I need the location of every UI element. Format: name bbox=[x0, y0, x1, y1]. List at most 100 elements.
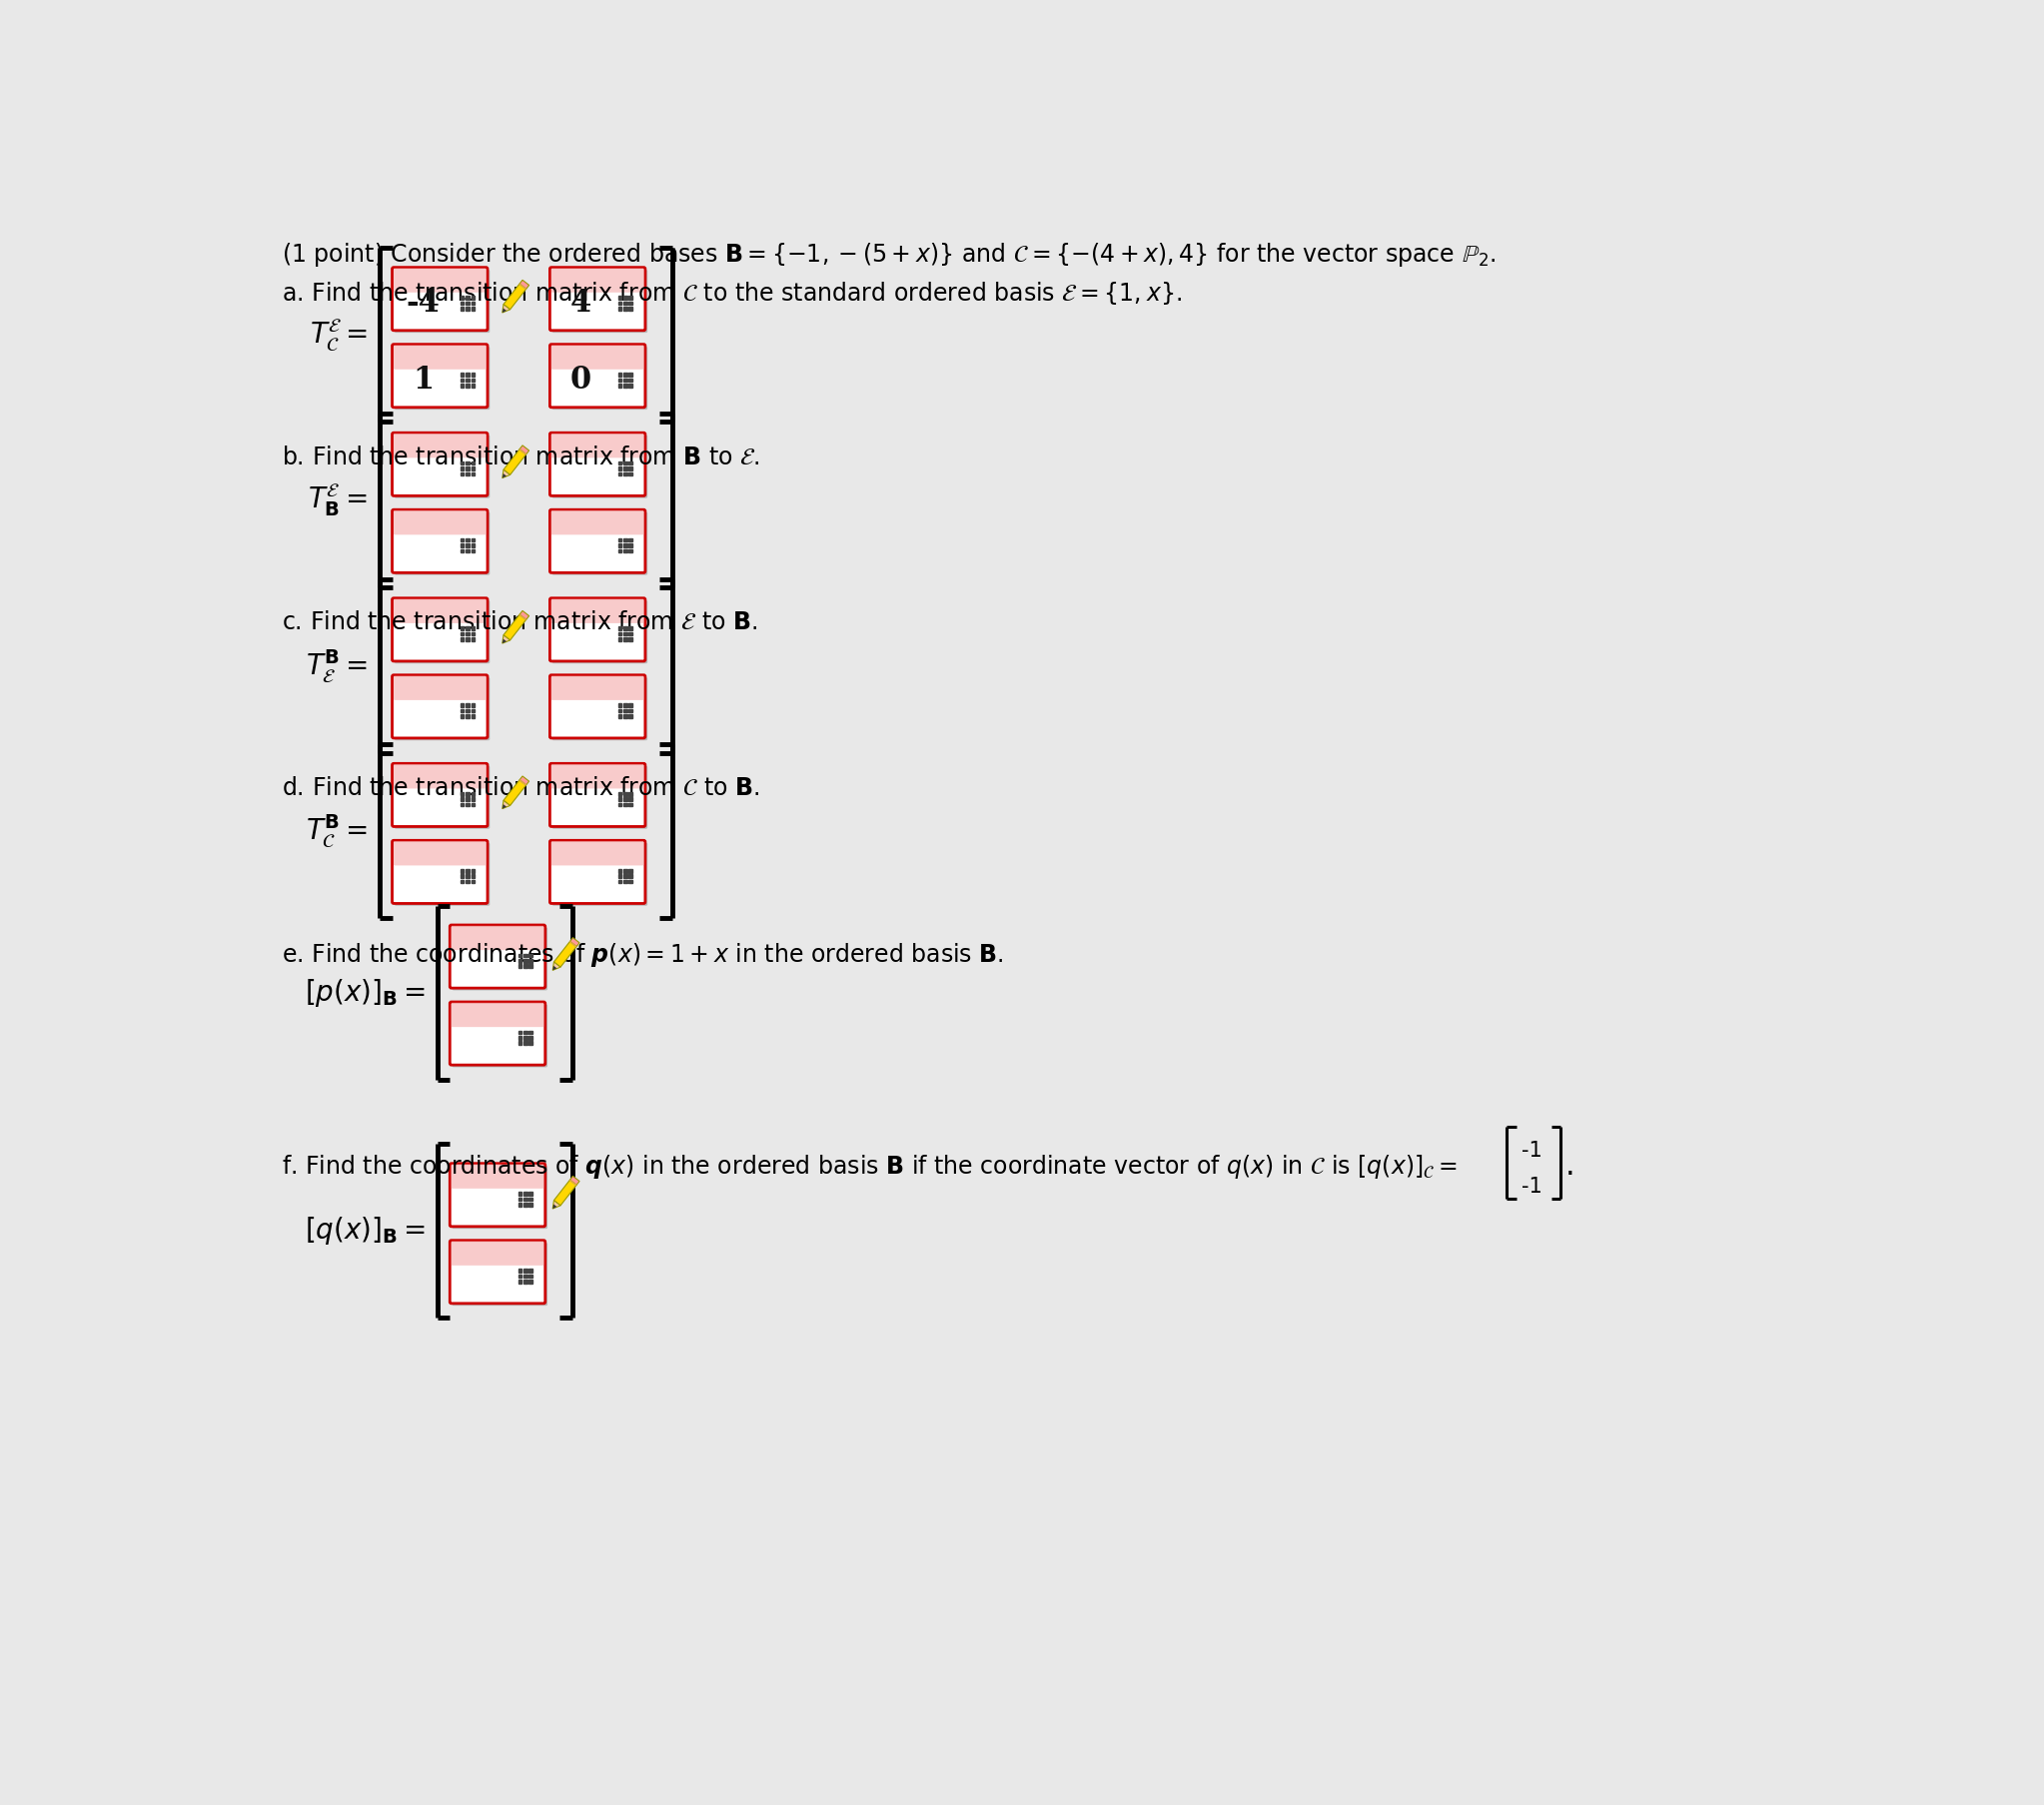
Bar bbox=[623, 879, 628, 883]
Polygon shape bbox=[570, 1179, 576, 1186]
Bar bbox=[460, 803, 464, 807]
Bar bbox=[630, 803, 632, 807]
FancyBboxPatch shape bbox=[394, 599, 486, 623]
Bar bbox=[630, 704, 632, 708]
Bar bbox=[460, 874, 464, 877]
Polygon shape bbox=[570, 1177, 580, 1184]
Bar bbox=[623, 549, 628, 552]
Bar bbox=[466, 879, 470, 883]
Text: a. Find the transition matrix from $\mathcal{C}$ to the standard ordered basis $: a. Find the transition matrix from $\mat… bbox=[282, 280, 1181, 307]
FancyBboxPatch shape bbox=[392, 345, 489, 408]
Bar bbox=[466, 715, 470, 718]
Polygon shape bbox=[552, 1200, 560, 1209]
Text: f. Find the coordinates of $\boldsymbol{q}(x)$ in the ordered basis $\mathbf{B}$: f. Find the coordinates of $\boldsymbol{… bbox=[282, 1153, 1457, 1180]
Text: 4: 4 bbox=[570, 287, 591, 318]
Bar bbox=[617, 307, 621, 310]
Bar bbox=[470, 307, 474, 310]
Text: -4: -4 bbox=[407, 287, 439, 318]
Bar bbox=[529, 1197, 531, 1200]
Polygon shape bbox=[519, 446, 529, 455]
Bar bbox=[470, 637, 474, 641]
Bar bbox=[460, 879, 464, 883]
Bar bbox=[470, 379, 474, 383]
Text: 1: 1 bbox=[413, 365, 433, 395]
Bar bbox=[623, 632, 628, 635]
Bar bbox=[630, 543, 632, 547]
FancyBboxPatch shape bbox=[394, 675, 486, 700]
FancyBboxPatch shape bbox=[394, 347, 491, 410]
Text: b. Find the transition matrix from $\mathbf{B}$ to $\mathcal{E}$.: b. Find the transition matrix from $\mat… bbox=[282, 446, 760, 469]
Bar bbox=[517, 953, 521, 957]
Bar bbox=[466, 462, 470, 466]
Bar bbox=[630, 874, 632, 877]
Polygon shape bbox=[552, 1204, 556, 1209]
FancyBboxPatch shape bbox=[392, 764, 489, 827]
Bar bbox=[630, 467, 632, 471]
Bar bbox=[466, 704, 470, 708]
Bar bbox=[470, 384, 474, 388]
Bar bbox=[460, 307, 464, 310]
FancyBboxPatch shape bbox=[552, 843, 648, 906]
Polygon shape bbox=[503, 469, 511, 478]
Bar bbox=[623, 709, 628, 713]
Bar bbox=[623, 868, 628, 872]
Bar bbox=[529, 1031, 531, 1034]
Polygon shape bbox=[503, 283, 525, 309]
Bar bbox=[466, 538, 470, 542]
FancyBboxPatch shape bbox=[394, 433, 486, 458]
FancyBboxPatch shape bbox=[552, 269, 644, 292]
FancyBboxPatch shape bbox=[552, 435, 648, 498]
FancyBboxPatch shape bbox=[394, 841, 486, 865]
Bar bbox=[623, 379, 628, 383]
FancyBboxPatch shape bbox=[394, 677, 491, 740]
FancyBboxPatch shape bbox=[394, 269, 486, 292]
Bar bbox=[466, 637, 470, 641]
Bar bbox=[630, 632, 632, 635]
FancyBboxPatch shape bbox=[394, 601, 491, 664]
Text: $T_\mathbf{B}^\mathcal{E} =$: $T_\mathbf{B}^\mathcal{E} =$ bbox=[309, 482, 368, 518]
Bar bbox=[460, 798, 464, 801]
Bar bbox=[529, 1191, 531, 1195]
Bar bbox=[630, 374, 632, 377]
Bar bbox=[466, 384, 470, 388]
FancyBboxPatch shape bbox=[550, 267, 646, 330]
Bar bbox=[630, 798, 632, 801]
Bar bbox=[466, 626, 470, 630]
Bar bbox=[623, 374, 628, 377]
Bar bbox=[617, 632, 621, 635]
Bar bbox=[617, 379, 621, 383]
FancyBboxPatch shape bbox=[552, 677, 648, 740]
Bar bbox=[470, 879, 474, 883]
Polygon shape bbox=[552, 966, 556, 971]
Bar bbox=[517, 1191, 521, 1195]
Bar bbox=[460, 868, 464, 872]
Bar bbox=[529, 1202, 531, 1206]
FancyBboxPatch shape bbox=[452, 1004, 548, 1067]
Bar bbox=[517, 1269, 521, 1273]
FancyBboxPatch shape bbox=[392, 509, 489, 572]
Bar bbox=[517, 1202, 521, 1206]
Bar bbox=[623, 704, 628, 708]
Bar bbox=[529, 1036, 531, 1040]
Bar bbox=[466, 549, 470, 552]
Bar bbox=[623, 467, 628, 471]
Bar bbox=[617, 384, 621, 388]
Polygon shape bbox=[552, 962, 560, 971]
Bar bbox=[630, 307, 632, 310]
FancyBboxPatch shape bbox=[552, 765, 648, 828]
FancyBboxPatch shape bbox=[550, 509, 646, 572]
FancyBboxPatch shape bbox=[552, 433, 644, 458]
Bar bbox=[466, 632, 470, 635]
Bar bbox=[470, 473, 474, 477]
Bar bbox=[529, 1274, 531, 1278]
Bar bbox=[523, 1197, 527, 1200]
Bar bbox=[617, 549, 621, 552]
Bar bbox=[466, 709, 470, 713]
Polygon shape bbox=[503, 614, 525, 641]
FancyBboxPatch shape bbox=[450, 924, 546, 987]
Bar bbox=[460, 473, 464, 477]
Bar bbox=[630, 879, 632, 883]
FancyBboxPatch shape bbox=[550, 675, 646, 738]
FancyBboxPatch shape bbox=[550, 345, 646, 408]
Bar bbox=[630, 709, 632, 713]
